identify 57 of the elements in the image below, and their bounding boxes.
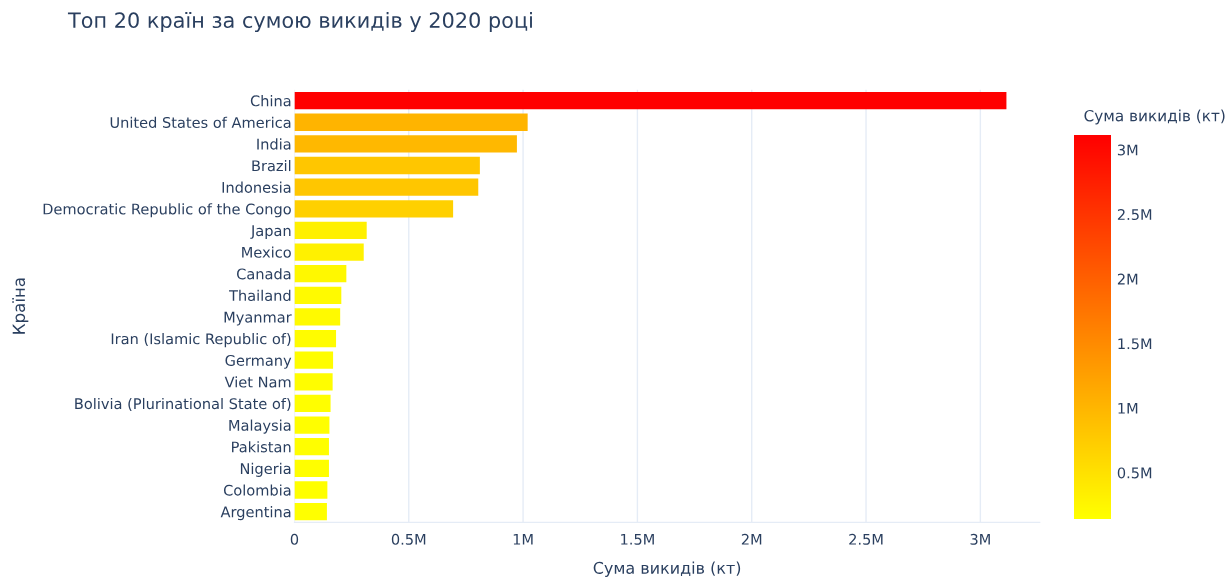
bar [294, 502, 327, 521]
bar [294, 113, 528, 131]
bar [294, 91, 1007, 110]
x-axis-title: Сума викидів (кт) [593, 561, 741, 577]
y-axis-title: Країна [12, 278, 29, 334]
x-tick-label: 1M [513, 533, 533, 545]
bar [294, 135, 517, 153]
color-bar-label: 1.5M [1118, 338, 1152, 350]
y-tick-label: Bolivia (Plurinational State of) [75, 397, 291, 411]
y-tick-label: Brazil [252, 159, 291, 172]
y-tick-label: United States of America [110, 116, 291, 129]
bar [294, 243, 364, 261]
x-tick-label: 0.5M [391, 533, 426, 545]
y-tick-label: Viet Nam [224, 376, 291, 388]
y-tick-label: Malaysia [229, 419, 291, 434]
y-tick-label: Iran (Islamic Republic of) [111, 333, 291, 348]
x-tick-label: 0 [290, 533, 299, 545]
bar [294, 481, 328, 499]
bar [294, 351, 334, 369]
bar [294, 286, 342, 304]
y-tick-label: Myanmar [224, 311, 292, 326]
y-tick-label: Nigeria [240, 462, 291, 477]
color-bar-label: 1M [1118, 402, 1138, 414]
bar [294, 156, 480, 175]
bar [294, 438, 329, 456]
color-bar-label: 2.5M [1117, 209, 1152, 221]
y-tick-label: Japan [250, 225, 291, 239]
bar [294, 221, 367, 240]
bar [294, 265, 347, 283]
bar [294, 178, 479, 196]
chart-title: Топ 20 країн за сумою викидів у 2020 році [67, 11, 532, 33]
y-tick-label: Pakistan [232, 441, 291, 453]
x-tick-label: 2M [741, 533, 762, 545]
x-tick-label: 3M [970, 533, 990, 545]
bar [294, 200, 454, 218]
bar [294, 416, 330, 434]
y-tick-label: Democratic Republic of the Congo [43, 203, 291, 218]
bar [294, 329, 337, 348]
y-tick-label: Argentina [220, 506, 291, 521]
y-tick-label: India [257, 138, 291, 150]
bar [294, 459, 329, 477]
y-tick-label: Mexico [242, 246, 291, 258]
bar [294, 373, 333, 391]
color-bar-label: 3M [1117, 144, 1138, 156]
color-bar-label: 2M [1117, 273, 1138, 285]
bar [294, 308, 341, 326]
y-tick-label: Germany [225, 354, 292, 369]
x-tick-label: 1.5M [621, 533, 654, 545]
y-tick-label: China [250, 95, 291, 107]
y-tick-label: Indonesia [222, 181, 291, 193]
color-bar-title: Сума викидів (кт) [1084, 109, 1225, 125]
x-tick-label: 2.5M [849, 533, 883, 545]
y-tick-label: Thailand [229, 289, 291, 302]
y-tick-label: Canada [236, 268, 291, 280]
color-bar-label: 0.5M [1117, 467, 1152, 479]
y-tick-label: Colombia [223, 484, 291, 496]
bar [294, 394, 331, 413]
